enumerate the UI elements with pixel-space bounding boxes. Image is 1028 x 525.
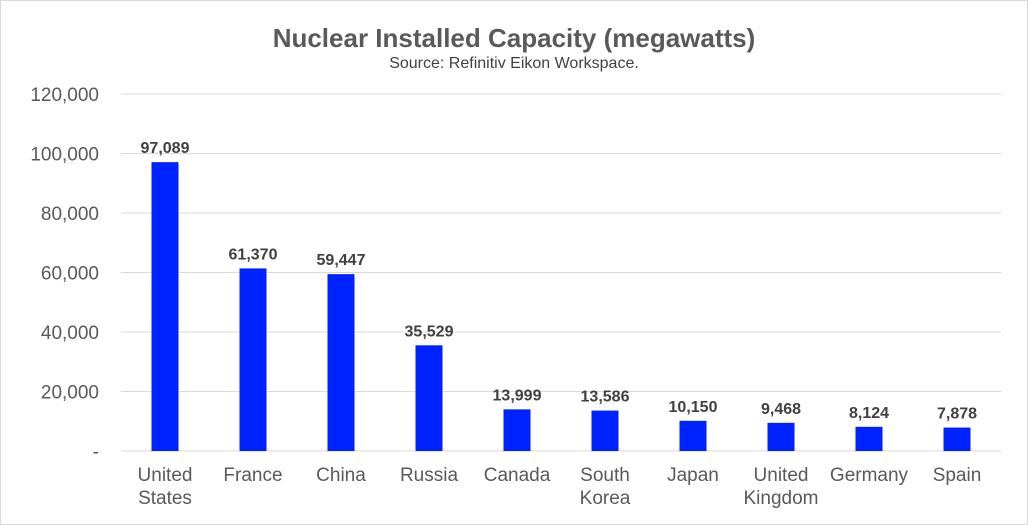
data-label: 7,878 (937, 406, 977, 423)
data-label: 10,150 (669, 399, 718, 416)
y-tick-label: 80,000 (41, 204, 99, 225)
data-label: 13,999 (493, 387, 542, 404)
x-axis-categories: United States France China Russia Canada South… (138, 465, 982, 509)
data-label: 13,586 (581, 389, 630, 406)
category-label: United Kingdom (744, 465, 819, 509)
category-label: France (223, 465, 282, 486)
y-axis-ticks: - 20,000 40,000 60,000 80,000 100,000 120,000 (30, 85, 99, 463)
category-label: South Korea (580, 465, 631, 509)
gridlines (121, 93, 1001, 452)
bar (943, 427, 971, 451)
y-tick-label: 20,000 (41, 383, 99, 404)
chart-title: Nuclear Installed Capacity (megawatts) (273, 23, 756, 53)
bar (591, 410, 619, 451)
y-tick-label: 100,000 (30, 145, 99, 166)
category-label: Japan (667, 465, 719, 486)
bar (855, 426, 883, 451)
data-labels: 97,089 61,370 59,447 35,529 13,999 13,586 10,1… (141, 140, 978, 422)
bar (415, 345, 443, 451)
category-label: Canada (484, 465, 551, 486)
category-label: Germany (830, 465, 909, 486)
bar (239, 268, 267, 451)
data-label: 8,124 (849, 405, 889, 422)
data-label: 59,447 (317, 252, 366, 269)
bars (151, 162, 971, 452)
data-label: 61,370 (229, 246, 278, 263)
bar (503, 409, 531, 451)
data-label: 9,468 (761, 401, 801, 418)
y-tick-label: - (93, 442, 99, 463)
y-tick-label: 120,000 (30, 85, 99, 106)
category-label: United States (138, 465, 193, 509)
bar (327, 274, 355, 451)
bar (767, 422, 795, 451)
bar (151, 162, 179, 452)
category-label: Russia (400, 465, 459, 486)
y-tick-label: 60,000 (41, 264, 99, 285)
chart-subtitle: Source: Refinitiv Eikon Workspace. (389, 55, 639, 72)
category-label: Spain (933, 465, 982, 486)
data-label: 97,089 (141, 140, 190, 157)
category-label: China (316, 465, 366, 486)
y-tick-label: 40,000 (41, 323, 99, 344)
bar (679, 420, 707, 451)
data-label: 35,529 (405, 323, 454, 340)
